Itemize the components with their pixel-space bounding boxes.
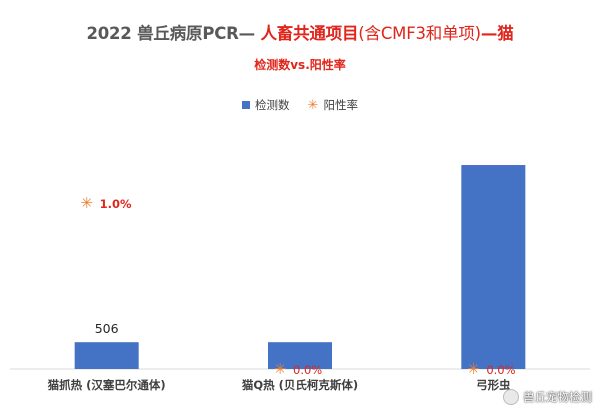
watermark-text: 兽丘宠物检测 (523, 390, 592, 404)
bar-2 (461, 165, 526, 369)
legend-swatch-tests (242, 101, 251, 109)
category-label-2: 弓形虫 (476, 378, 511, 392)
legend-item-tests: 检测数 (242, 97, 290, 113)
title-suffix: —猫 (480, 24, 514, 43)
bar-1 (268, 342, 332, 369)
bar-label-0: 506 (95, 321, 119, 336)
category-label-0: 猫抓热 (汉塞巴尔通体) (48, 378, 166, 392)
wechat-icon (503, 389, 519, 405)
title-paren: (含CMF3和单项) (358, 24, 481, 43)
rate-label-1: 0.0% (293, 363, 322, 377)
chart-title: 2022 兽丘病原PCR— 人畜共通项目(含CMF3和单项)—猫 (0, 20, 600, 44)
watermark: 兽丘宠物检测 (503, 389, 592, 405)
legend: 检测数 ✳ 阳性率 (0, 97, 600, 113)
chart-subtitle: 检测数vs.阳性率 (254, 58, 346, 72)
legend-item-positive-rate: ✳ 阳性率 (308, 97, 358, 113)
rate-marker-1: ✳ (274, 360, 287, 378)
title-prefix: 2022 兽丘病原PCR— (86, 24, 255, 43)
title-highlight: 人畜共通项目 (260, 24, 359, 43)
rate-label-0: 1.0% (100, 197, 132, 211)
bar-0 (74, 342, 139, 369)
legend-label-tests: 检测数 (255, 98, 290, 112)
rate-label-2: 0.0% (486, 363, 515, 377)
rate-marker-2: ✳ (467, 360, 480, 378)
legend-label-positive-rate: 阳性率 (323, 98, 358, 112)
category-label-1: 猫Q热 (贝氏柯克斯体) (242, 378, 358, 392)
rate-marker-0: ✳ (80, 194, 93, 212)
star-marker-icon: ✳ (307, 97, 319, 113)
